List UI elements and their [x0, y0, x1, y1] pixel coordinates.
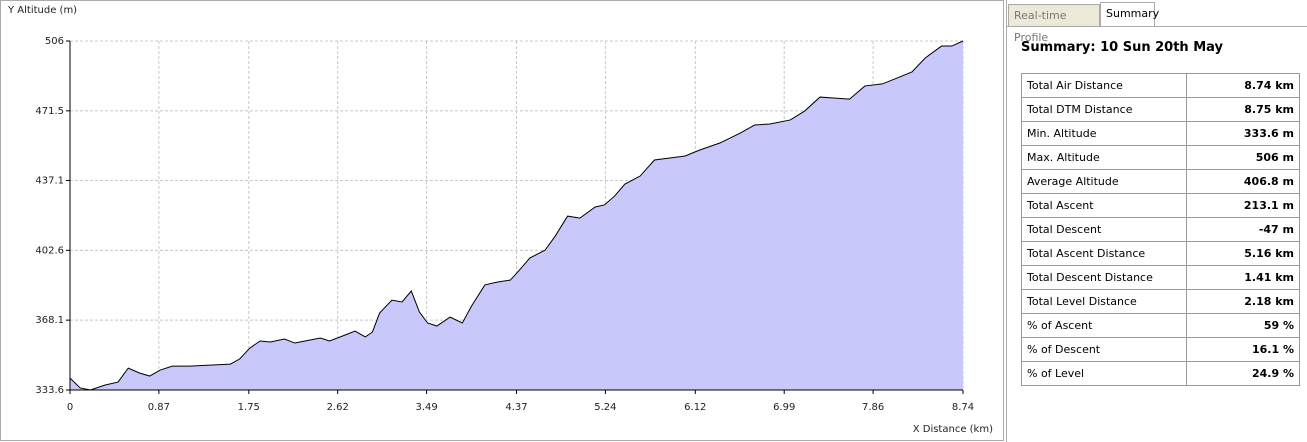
summary-title: Summary: 10 Sun 20th May	[1021, 40, 1223, 55]
summary-row: Total Ascent 213.1 m	[1021, 193, 1300, 218]
summary-value: 8.75 km	[1186, 97, 1300, 122]
x-tick-label: 2.62	[327, 402, 349, 413]
summary-row: % of Level 24.9 %	[1021, 361, 1300, 386]
x-tick-label: 0.87	[148, 402, 170, 413]
x-axis-label: X Distance (km)	[913, 424, 993, 435]
summary-label: Average Altitude	[1021, 169, 1187, 194]
summary-row: Total Descent Distance 1.41 km	[1021, 265, 1300, 290]
summary-row: % of Ascent 59 %	[1021, 313, 1300, 338]
summary-label: Total DTM Distance	[1021, 97, 1187, 122]
y-tick-label: 471.5	[35, 106, 64, 117]
summary-row: Total DTM Distance 8.75 km	[1021, 97, 1300, 122]
summary-value: 1.41 km	[1186, 265, 1300, 290]
y-tick-label: 402.6	[35, 245, 64, 256]
x-tick-label: 4.37	[505, 402, 527, 413]
summary-row: Max. Altitude 506 m	[1021, 145, 1300, 170]
summary-label: % of Descent	[1021, 337, 1187, 362]
summary-row: Total Air Distance 8.74 km	[1021, 73, 1300, 98]
x-tick-label: 6.12	[684, 402, 706, 413]
x-tick-label: 0	[67, 402, 73, 413]
summary-label: Total Air Distance	[1021, 73, 1187, 98]
summary-label: % of Ascent	[1021, 313, 1187, 338]
summary-value: -47 m	[1186, 217, 1300, 242]
line	[69, 40, 964, 391]
summary-row: Total Level Distance 2.18 km	[1021, 289, 1300, 314]
summary-value: 24.9 %	[1186, 361, 1300, 386]
summary-row: Min. Altitude 333.6 m	[1021, 121, 1300, 146]
summary-value: 8.74 km	[1186, 73, 1300, 98]
x-tick-label: 3.49	[415, 402, 437, 413]
tab-divider	[1007, 26, 1307, 27]
y-tick-label: 368.1	[35, 315, 64, 326]
summary-row: Average Altitude 406.8 m	[1021, 169, 1300, 194]
summary-value: 213.1 m	[1186, 193, 1300, 218]
tab[interactable]: Real-time Profile	[1008, 4, 1100, 44]
y-tick-label: 506	[45, 36, 64, 47]
chart: Y Altitude (m) X Distance (km) 333.6 368.…	[0, 0, 1004, 441]
summary-label: Min. Altitude	[1021, 121, 1187, 146]
summary-row: Total Descent -47 m	[1021, 217, 1300, 242]
y-axis-label: Y Altitude (m)	[7, 5, 77, 16]
summary-row: % of Descent 16.1 %	[1021, 337, 1300, 362]
summary-value: 5.16 km	[1186, 241, 1300, 266]
summary-label: Total Descent	[1021, 217, 1187, 242]
x-tick-label: 7.86	[862, 402, 884, 413]
summary-label: Total Descent Distance	[1021, 265, 1187, 290]
tab[interactable]: Summary	[1100, 2, 1159, 27]
side-panel: Real-time Profile Summary Summary: 10 Su…	[1006, 0, 1307, 442]
summary-label: Total Ascent	[1021, 193, 1187, 218]
summary-label: Total Level Distance	[1021, 289, 1187, 314]
summary-value: 406.8 m	[1186, 169, 1300, 194]
x-tick-label: 6.99	[773, 402, 795, 413]
x-tick-label: 5.24	[594, 402, 616, 413]
summary-value: 16.1 %	[1186, 337, 1300, 362]
y-tick-label: 333.6	[35, 385, 64, 396]
x-tick-label: 1.75	[238, 402, 260, 413]
summary-value: 59 %	[1186, 313, 1300, 338]
summary-table: Total Air Distance 8.74 km Total DTM Dista…	[1021, 73, 1300, 386]
x-tick-label: 8.74	[952, 402, 974, 413]
summary-label: Max. Altitude	[1021, 145, 1187, 170]
summary-label: % of Level	[1021, 361, 1187, 386]
summary-row: Total Ascent Distance 5.16 km	[1021, 241, 1300, 266]
summary-value: 333.6 m	[1186, 121, 1300, 146]
summary-value: 2.18 km	[1186, 289, 1300, 314]
summary-label: Total Ascent Distance	[1021, 241, 1187, 266]
area	[70, 41, 963, 390]
y-tick-label: 437.1	[35, 175, 64, 186]
summary-value: 506 m	[1186, 145, 1300, 170]
